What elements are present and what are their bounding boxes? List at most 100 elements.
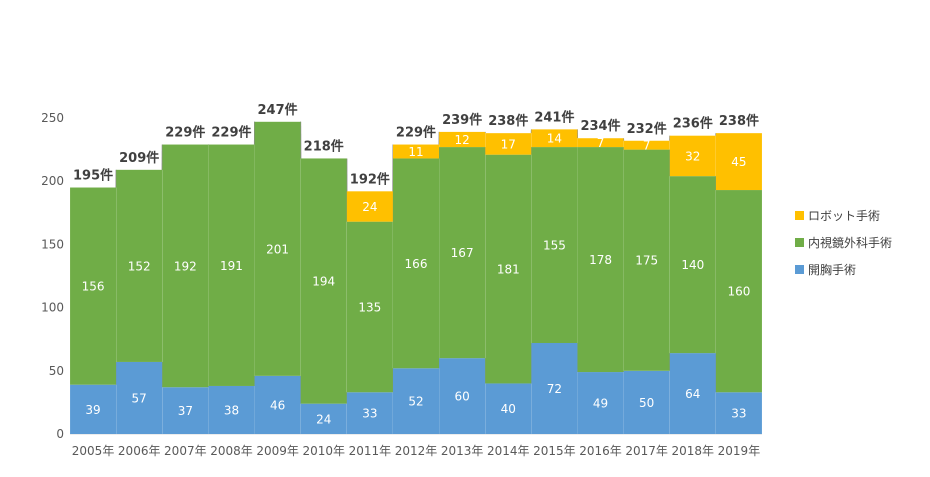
total-label: 209件 <box>119 150 159 166</box>
total-label: 192件 <box>350 171 390 187</box>
bar-segment <box>669 353 716 434</box>
bar-segment <box>485 154 532 384</box>
x-tick-label: 2017年 <box>625 444 668 458</box>
x-tick-label: 2013年 <box>441 444 484 458</box>
bar-segment <box>439 358 486 434</box>
x-tick-label: 2016年 <box>579 444 622 458</box>
bar-segment <box>531 129 578 148</box>
bar-segment <box>623 140 670 150</box>
bar-segment <box>70 384 117 434</box>
data-label: 60 <box>454 390 469 404</box>
total-label: 236件 <box>673 116 713 132</box>
data-label: 49 <box>593 397 608 411</box>
data-label: 155 <box>543 239 566 253</box>
data-label: 181 <box>497 263 520 277</box>
data-label: 7 <box>597 136 605 150</box>
bar-segment <box>669 176 716 354</box>
bar-segment <box>485 383 532 434</box>
data-label: 7 <box>643 139 651 153</box>
x-tick-label: 2014年 <box>487 444 530 458</box>
data-label: 64 <box>685 387 700 401</box>
y-tick-label: 50 <box>49 364 64 378</box>
bar-segment <box>300 403 347 434</box>
bar-segment <box>531 342 578 434</box>
legend-label: 内視鏡外科手術 <box>808 235 892 250</box>
data-label: 160 <box>727 285 750 299</box>
legend-swatch <box>795 211 804 220</box>
total-label: 239件 <box>442 112 482 128</box>
x-tick-label: 2008年 <box>210 444 253 458</box>
bar-segment <box>577 372 624 434</box>
x-tick-label: 2005年 <box>72 444 115 458</box>
legend-label: ロボット手術 <box>808 209 880 223</box>
data-label: 57 <box>132 391 147 405</box>
data-label: 46 <box>270 398 285 412</box>
total-label: 229件 <box>211 125 251 141</box>
y-tick-label: 200 <box>41 174 64 188</box>
bar-segment <box>116 361 163 434</box>
data-label: 33 <box>362 407 377 421</box>
bar-segment <box>439 131 486 148</box>
bar-segment <box>300 158 347 404</box>
data-label: 38 <box>224 403 239 417</box>
series-lines <box>115 121 717 404</box>
y-tick-label: 150 <box>41 237 64 251</box>
data-label: 194 <box>312 275 335 289</box>
total-label: 232件 <box>627 121 667 137</box>
bar-segment <box>623 370 670 434</box>
x-tick-label: 2010年 <box>302 444 345 458</box>
total-label: 247件 <box>258 102 298 118</box>
x-tick-label: 2011年 <box>349 444 392 458</box>
bars <box>70 121 762 434</box>
data-label: 24 <box>316 412 331 426</box>
bar-segment <box>669 135 716 177</box>
data-label: 156 <box>82 280 105 294</box>
data-label: 178 <box>589 253 612 267</box>
total-label: 195件 <box>73 168 113 184</box>
y-tick-label: 100 <box>41 301 64 315</box>
bar-segment <box>208 144 255 386</box>
y-tick-label: 250 <box>41 111 64 125</box>
total-label: 229件 <box>165 125 205 141</box>
bar-segment <box>346 221 393 393</box>
x-tick-label: 2015年 <box>533 444 576 458</box>
data-label: 166 <box>405 257 428 271</box>
bar-segment <box>577 147 624 373</box>
data-label: 135 <box>358 300 381 314</box>
bar-segment <box>715 133 762 191</box>
x-tick-label: 2006年 <box>118 444 161 458</box>
data-label: 14 <box>547 132 562 146</box>
bar-segment <box>254 375 301 434</box>
bar-segment <box>116 169 163 362</box>
bar-segment <box>623 149 670 371</box>
bar-segment <box>346 392 393 434</box>
data-label: 201 <box>266 242 289 256</box>
bar-segment <box>162 144 209 388</box>
bar-segment <box>254 121 301 376</box>
bar-segment <box>393 144 439 159</box>
total-label: 238件 <box>719 113 759 129</box>
total-label: 218件 <box>304 138 344 154</box>
y-tick-label: 0 <box>56 427 64 441</box>
axes: 0 50 100 150 200 250 2005年 2006年 2007年 2008年 2009年… <box>41 111 762 458</box>
bar-segment <box>208 385 255 434</box>
total-label: 238件 <box>488 113 528 129</box>
bar-segment <box>346 191 393 222</box>
bar-segment <box>393 368 439 434</box>
x-tick-label: 2019年 <box>718 444 761 458</box>
data-label: 50 <box>639 396 654 410</box>
data-label: 191 <box>220 259 243 273</box>
bar-segment <box>715 392 762 434</box>
data-label: 17 <box>501 137 516 151</box>
data-label: 167 <box>451 246 474 260</box>
data-label: 24 <box>362 200 377 214</box>
total-label: 229件 <box>396 125 436 141</box>
data-label: 32 <box>685 149 700 163</box>
data-label: 37 <box>178 404 193 418</box>
data-label: 39 <box>85 403 100 417</box>
bar-segment <box>70 187 117 385</box>
data-label: 152 <box>128 259 151 273</box>
data-label: 192 <box>174 259 197 273</box>
data-label: 40 <box>501 402 516 416</box>
